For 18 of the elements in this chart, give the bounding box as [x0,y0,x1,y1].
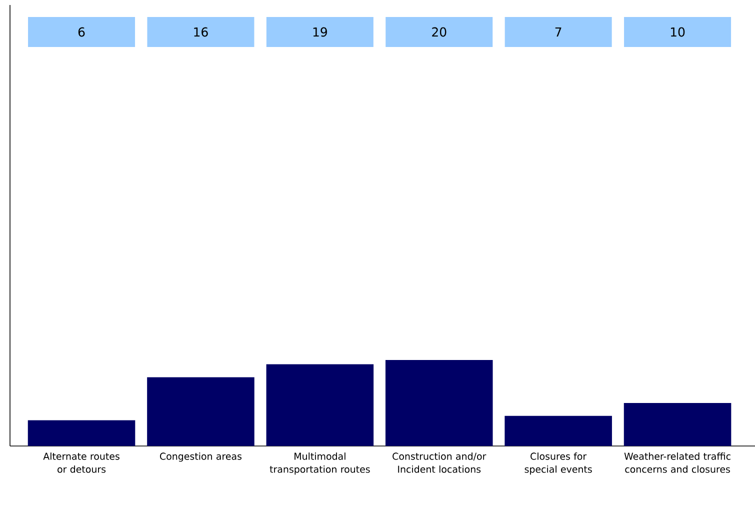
data-label: 10 [670,27,685,37]
x-tick-label: Weather-related traffic concerns and closures [624,452,730,473]
bar [504,416,612,446]
data-label: 16 [194,27,208,37]
bar [147,377,254,446]
data-label: 7 [555,27,562,37]
x-tick-label: Congestion areas [160,452,242,462]
bar [266,364,374,446]
bar [624,403,732,446]
data-label: 19 [313,27,327,37]
x-tick-label: Alternate routes or detours [43,452,120,473]
bar [385,360,493,446]
x-tick-label: Construction and/or Incident locations [392,452,486,473]
data-label: 20 [432,27,446,37]
x-tick-label: Closures for special events [524,452,592,475]
x-tick-label: Multimodal transportation routes [270,452,370,475]
data-label: 6 [78,27,85,37]
bar [28,420,136,446]
